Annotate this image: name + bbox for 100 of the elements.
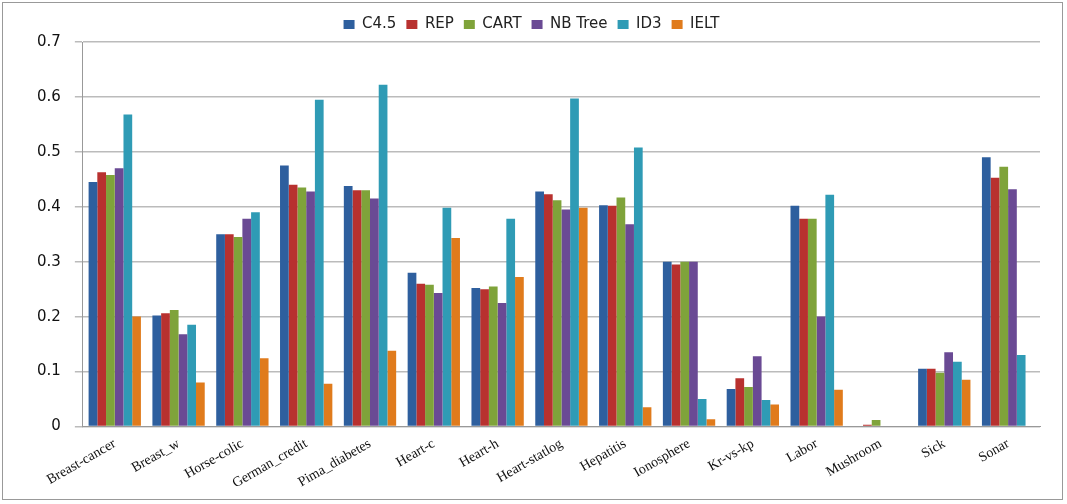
bar <box>488 286 498 426</box>
bar <box>352 190 362 426</box>
bar <box>570 98 579 426</box>
bar <box>926 368 936 426</box>
bar <box>671 264 681 426</box>
bar <box>790 205 800 426</box>
legend-label: CART <box>482 14 523 33</box>
bar <box>607 205 617 426</box>
bar <box>944 352 954 426</box>
bar <box>961 379 971 426</box>
bar <box>425 284 434 426</box>
bar <box>343 185 353 426</box>
bar <box>578 207 588 426</box>
bar <box>999 166 1009 426</box>
bar <box>625 224 634 426</box>
bar <box>680 261 690 426</box>
bar <box>407 272 417 426</box>
bar <box>834 389 843 426</box>
bar <box>953 361 962 426</box>
legend-label: IELT <box>690 14 721 33</box>
bar <box>259 358 269 426</box>
bar <box>770 404 780 426</box>
bar <box>816 316 826 426</box>
bar <box>88 182 98 426</box>
bar <box>196 382 205 426</box>
bar <box>361 190 370 426</box>
x-tick-label: Sonar <box>975 435 1012 465</box>
bar <box>251 212 260 426</box>
bar <box>726 389 736 426</box>
bar <box>323 383 333 426</box>
bar <box>642 407 652 426</box>
bar <box>123 114 133 426</box>
bar <box>752 356 762 426</box>
bar <box>552 200 562 426</box>
bar <box>561 209 571 426</box>
bar <box>697 399 707 426</box>
bar <box>1016 355 1026 426</box>
legend-label: NB Tree <box>550 14 608 33</box>
bar <box>981 157 991 426</box>
bar <box>599 205 608 426</box>
bar <box>169 310 179 426</box>
bar <box>506 218 516 426</box>
y-tick-label: 0.5 <box>37 141 61 160</box>
bar <box>242 218 252 426</box>
bar <box>744 386 753 426</box>
bar <box>224 234 234 426</box>
bar <box>471 288 481 426</box>
y-tick-label: 0.2 <box>37 306 61 325</box>
bar <box>497 302 507 426</box>
bar <box>378 84 388 426</box>
x-tick-label: Labor <box>783 435 821 466</box>
bar <box>114 168 124 426</box>
bar <box>662 261 672 426</box>
bar <box>935 372 945 426</box>
legend-label: REP <box>424 14 454 33</box>
legend-label: ID3 <box>636 14 662 33</box>
y-tick-label: 0.4 <box>37 196 61 215</box>
bar <box>689 261 698 426</box>
bar <box>288 184 298 426</box>
bar <box>216 234 225 426</box>
y-tick-label: 0.3 <box>37 251 61 270</box>
bar <box>918 368 927 426</box>
y-tick-label: 0 <box>51 416 61 435</box>
bar <box>535 191 544 426</box>
bar <box>433 293 443 426</box>
bar <box>416 283 426 426</box>
bar <box>543 194 553 426</box>
bar <box>152 315 162 426</box>
bar <box>799 218 808 426</box>
bar <box>515 277 524 426</box>
bar <box>735 378 745 426</box>
bar <box>132 316 141 426</box>
bar <box>387 350 397 426</box>
bar <box>451 238 460 426</box>
y-tick-label: 0.7 <box>37 31 61 50</box>
bar <box>370 198 379 426</box>
bar <box>306 191 315 426</box>
bar <box>633 147 643 426</box>
bar <box>871 419 881 426</box>
bar <box>161 313 170 426</box>
bar <box>297 187 307 426</box>
bar <box>616 197 626 426</box>
bar <box>106 174 115 426</box>
legend-label: C4.5 <box>362 14 397 33</box>
bar <box>807 218 817 426</box>
bar <box>314 99 324 426</box>
y-tick-label: 0.6 <box>37 86 61 105</box>
bar <box>442 207 452 426</box>
bar <box>990 177 1000 426</box>
bar <box>233 236 243 426</box>
bar <box>187 324 197 426</box>
bar <box>706 419 716 426</box>
y-tick-label: 0.1 <box>37 361 61 380</box>
bar <box>1008 189 1017 426</box>
bar <box>761 400 771 426</box>
bar <box>97 172 107 426</box>
bar <box>178 334 188 426</box>
x-tick-label: Sick <box>918 435 948 461</box>
bar <box>280 165 289 426</box>
bar <box>480 289 489 426</box>
